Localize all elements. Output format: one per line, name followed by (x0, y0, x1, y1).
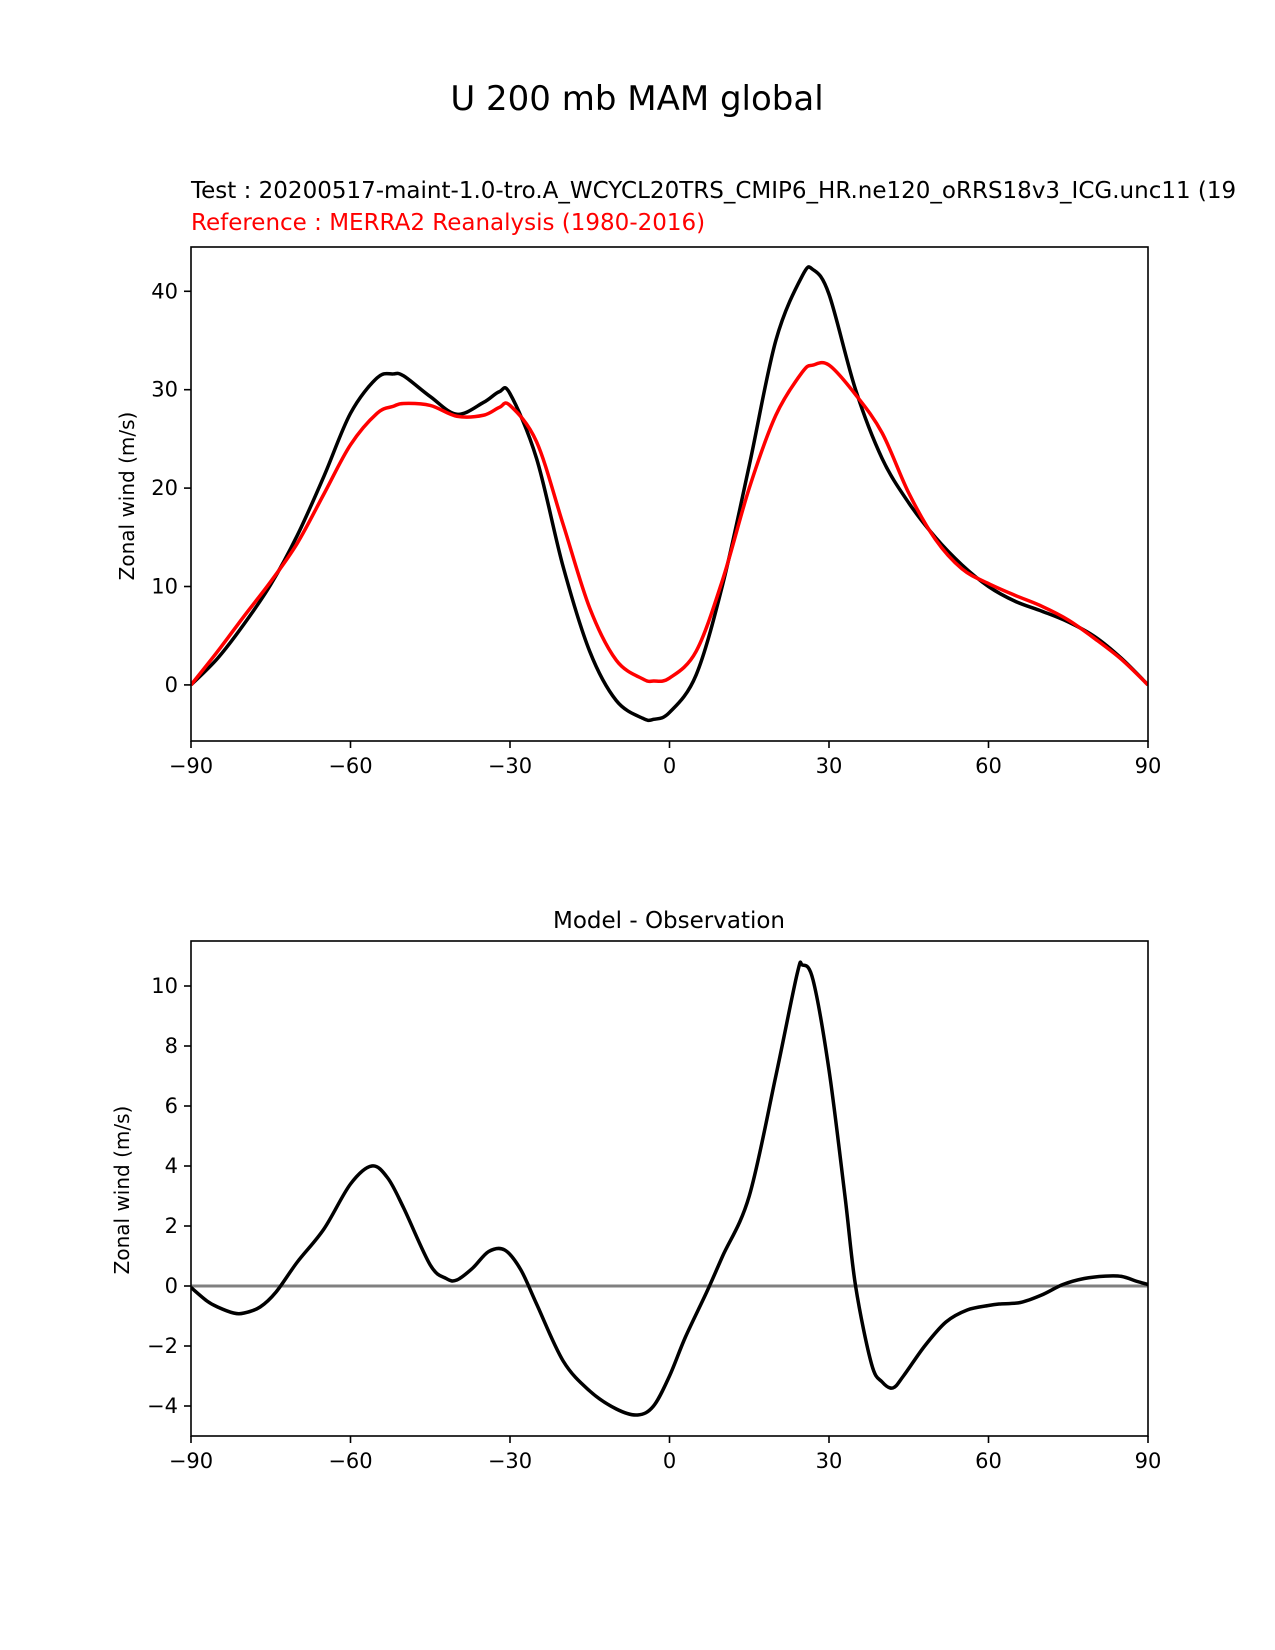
y-tick-label: −2 (147, 1334, 178, 1358)
x-tick-label: 30 (816, 754, 843, 778)
bottom-title: Model - Observation (553, 908, 785, 934)
y-tick-label: 40 (151, 279, 178, 303)
x-tick-label: 90 (1135, 1449, 1162, 1473)
y-tick-label: 30 (151, 378, 178, 402)
series-line-1-0 (191, 960, 1148, 1417)
x-tick-label: 60 (975, 754, 1002, 778)
y-tick-label: 20 (151, 476, 178, 500)
y-tick-label: 4 (165, 1154, 178, 1178)
x-tick-label: −30 (488, 1449, 532, 1473)
figure-title: U 200 mb MAM global (450, 79, 823, 119)
top-ylabel: Zonal wind (m/s) (115, 412, 139, 581)
top-title-reference: Reference : MERRA2 Reanalysis (1980-2016… (191, 210, 705, 236)
y-tick-label: 2 (165, 1214, 178, 1238)
y-tick-label: 0 (165, 673, 178, 697)
series-line-0-1 (191, 360, 1148, 687)
x-tick-label: 90 (1135, 754, 1162, 778)
x-tick-label: −60 (328, 754, 372, 778)
x-tick-label: 60 (975, 1449, 1002, 1473)
top-title-test: Test : 20200517-maint-1.0-tro.A_WCYCL20T… (190, 178, 1236, 204)
bottom-ylabel: Zonal wind (m/s) (110, 1106, 134, 1275)
x-tick-label: −30 (488, 754, 532, 778)
axes-frame (190, 246, 1149, 742)
top-panel: Test : 20200517-maint-1.0-tro.A_WCYCL20T… (115, 178, 1236, 778)
y-tick-label: −4 (147, 1394, 178, 1418)
y-tick-label: 10 (151, 974, 178, 998)
x-tick-label: 30 (816, 1449, 843, 1473)
y-tick-label: 8 (165, 1034, 178, 1058)
bottom-panel: Model - Observation Zonal wind (m/s) −90… (110, 908, 1161, 1473)
x-tick-label: −90 (169, 754, 213, 778)
x-tick-label: 0 (663, 754, 676, 778)
axes-frame (190, 940, 1149, 1437)
y-tick-label: 10 (151, 575, 178, 599)
top-plot-area: −90 −60 −30 0 30 60 90 0 10 20 30 40 (151, 246, 1162, 778)
y-tick-label: 6 (165, 1094, 178, 1118)
bottom-plot-area: −90 −60 −30 0 30 60 90 −4 −2 0 2 4 6 8 10 (147, 940, 1162, 1473)
x-tick-label: −90 (169, 1449, 213, 1473)
series-line-0-0 (191, 265, 1148, 723)
x-tick-label: −60 (328, 1449, 372, 1473)
x-tick-label: 0 (663, 1449, 676, 1473)
y-tick-label: 0 (165, 1274, 178, 1298)
